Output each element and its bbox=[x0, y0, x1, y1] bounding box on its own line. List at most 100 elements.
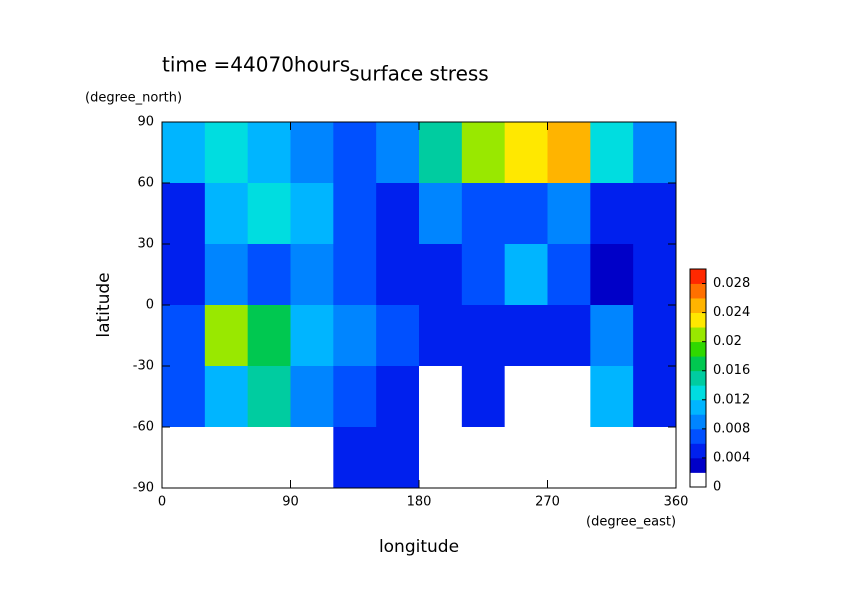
cell bbox=[247, 427, 291, 489]
cell bbox=[162, 122, 206, 184]
cell bbox=[290, 183, 334, 245]
cell bbox=[547, 305, 591, 367]
annotation: time =44070hours bbox=[162, 53, 350, 77]
cell bbox=[547, 427, 591, 489]
colorbar-band bbox=[690, 298, 706, 313]
x-tick-label: 270 bbox=[535, 495, 560, 510]
cell bbox=[376, 305, 420, 367]
colorbar-band bbox=[690, 414, 706, 430]
cell bbox=[590, 427, 634, 489]
cell bbox=[290, 305, 334, 367]
colorbar-tick-label: 0.02 bbox=[713, 334, 742, 349]
cell bbox=[376, 183, 420, 245]
cell bbox=[333, 427, 377, 489]
cell bbox=[547, 244, 591, 306]
y-tick-label: -60 bbox=[133, 420, 154, 435]
colorbar-tick-label: 0.016 bbox=[713, 363, 750, 378]
colorbar-tick-label: 0.012 bbox=[713, 392, 750, 407]
x-axis-label: longitude bbox=[379, 537, 459, 557]
cell bbox=[376, 244, 420, 306]
colorbar-band bbox=[690, 472, 706, 488]
cell bbox=[204, 183, 249, 245]
cell bbox=[419, 122, 463, 184]
chart-title: surface stress bbox=[349, 62, 488, 86]
cell bbox=[461, 305, 506, 367]
cell bbox=[633, 427, 677, 489]
cell bbox=[376, 427, 420, 489]
cell bbox=[290, 122, 334, 184]
cell bbox=[504, 427, 548, 489]
cell bbox=[547, 366, 591, 428]
cell bbox=[162, 366, 206, 428]
colorbar-tick-label: 0.028 bbox=[713, 276, 750, 291]
cell bbox=[162, 305, 206, 367]
cell bbox=[419, 427, 463, 489]
x-tick-label: 0 bbox=[158, 495, 166, 510]
cell bbox=[633, 305, 677, 367]
cell bbox=[633, 366, 677, 428]
cell bbox=[419, 305, 463, 367]
cell bbox=[162, 183, 206, 245]
y-tick-label: -30 bbox=[133, 359, 154, 374]
colorbar-tick-label: 0.004 bbox=[713, 450, 750, 465]
colorbar-band bbox=[690, 312, 706, 328]
colorbar-band bbox=[690, 385, 706, 401]
cell bbox=[590, 244, 634, 306]
cell bbox=[419, 366, 463, 428]
cell bbox=[504, 305, 548, 367]
colorbar-tick-label: 0.024 bbox=[713, 305, 750, 320]
cell bbox=[461, 122, 506, 184]
x-tick-label: 360 bbox=[664, 495, 689, 510]
colorbar-band bbox=[690, 283, 706, 299]
cell bbox=[590, 305, 634, 367]
cell bbox=[419, 244, 463, 306]
y-tick-label: -90 bbox=[133, 481, 154, 496]
colorbar-band bbox=[690, 428, 706, 444]
colorbar-band bbox=[690, 341, 706, 357]
cell bbox=[376, 366, 420, 428]
cell bbox=[547, 183, 591, 245]
colorbar-band bbox=[690, 370, 706, 386]
cell bbox=[590, 122, 634, 184]
y-unit: (degree_north) bbox=[85, 91, 182, 106]
cell bbox=[204, 366, 249, 428]
y-tick-label: 30 bbox=[137, 237, 154, 252]
cell bbox=[290, 366, 334, 428]
cell bbox=[247, 122, 291, 184]
x-tick-label: 180 bbox=[407, 495, 432, 510]
cell bbox=[590, 183, 634, 245]
cell bbox=[204, 427, 249, 489]
colorbar-band bbox=[690, 356, 706, 372]
cell bbox=[162, 427, 206, 489]
colorbar-band bbox=[690, 399, 706, 415]
cell bbox=[376, 122, 420, 184]
cell bbox=[247, 305, 291, 367]
x-tick-label: 90 bbox=[282, 495, 299, 510]
colorbar-tick-label: 0.008 bbox=[713, 421, 750, 436]
y-axis-label: latitude bbox=[94, 272, 114, 337]
cell bbox=[461, 244, 506, 306]
cell bbox=[290, 427, 334, 489]
cell bbox=[247, 366, 291, 428]
x-unit: (degree_east) bbox=[586, 515, 676, 530]
cell bbox=[162, 244, 206, 306]
colorbar-tick-label: 0 bbox=[713, 480, 721, 495]
y-tick-label: 60 bbox=[137, 176, 154, 191]
cell bbox=[633, 244, 677, 306]
colorbar-band bbox=[690, 443, 706, 459]
cell bbox=[504, 244, 548, 306]
cell bbox=[504, 366, 548, 428]
cell bbox=[247, 244, 291, 306]
cell bbox=[204, 244, 249, 306]
cell bbox=[461, 183, 506, 245]
cell bbox=[590, 366, 634, 428]
colorbar-band bbox=[690, 269, 706, 284]
cell bbox=[333, 366, 377, 428]
cell bbox=[247, 183, 291, 245]
cell bbox=[504, 122, 548, 184]
y-tick-label: 90 bbox=[137, 115, 154, 130]
cell bbox=[504, 183, 548, 245]
colorbar-band bbox=[690, 457, 706, 473]
colorbar-frame bbox=[689, 268, 707, 488]
